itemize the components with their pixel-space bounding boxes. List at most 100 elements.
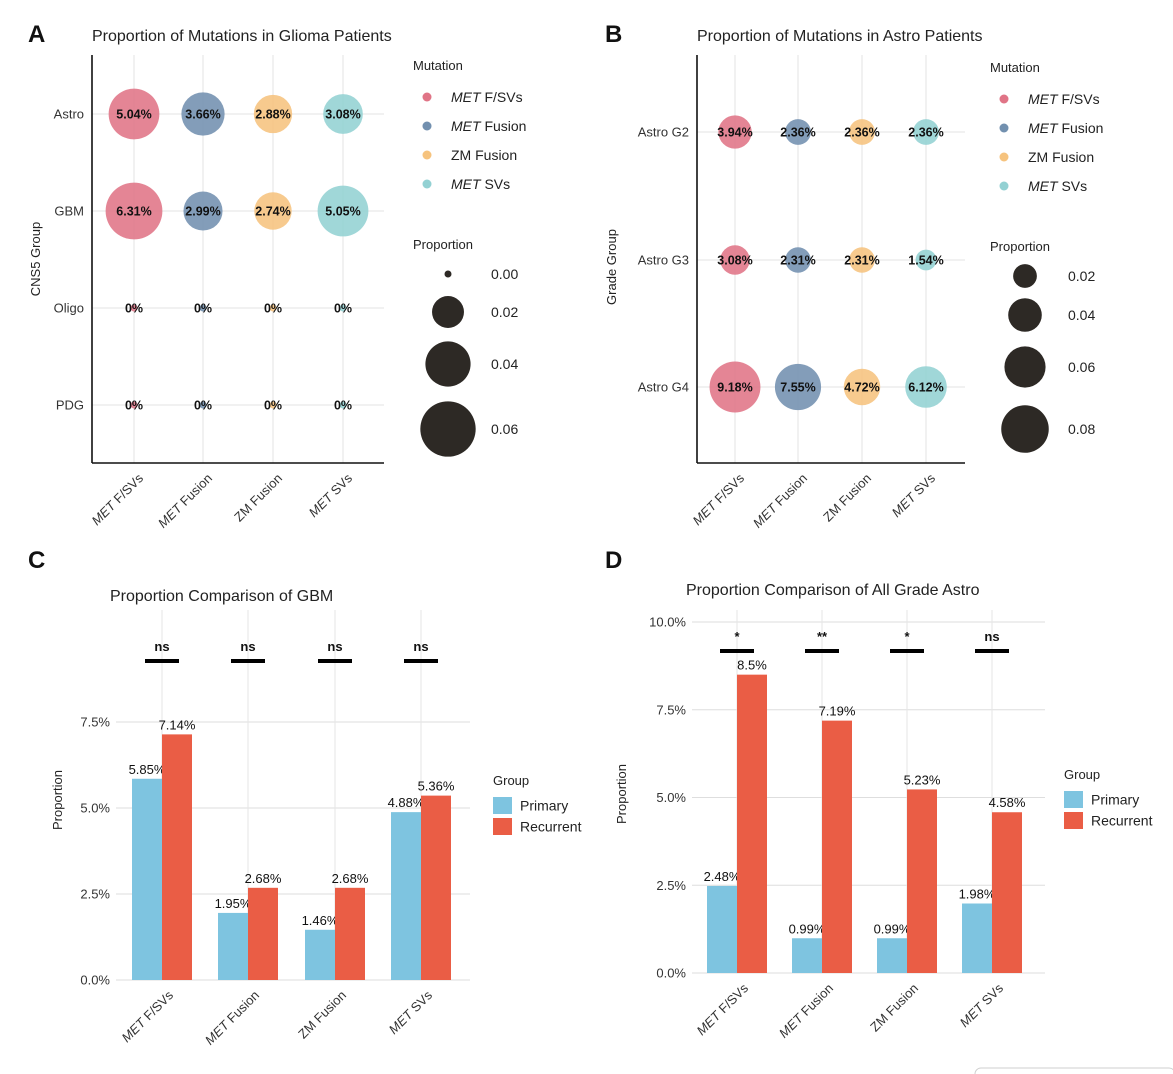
y-tick-label: Astro G4 xyxy=(638,380,689,395)
size-legend-circle xyxy=(1013,264,1037,288)
bar-recurrent xyxy=(162,734,192,980)
bar-value-label: 2.68% xyxy=(245,871,282,886)
group-legend-label: Recurrent xyxy=(1091,813,1153,829)
bar-value-label: 5.23% xyxy=(904,772,941,787)
chart-title: Proportion Comparison of All Grade Astro xyxy=(686,582,980,599)
significance-label: ** xyxy=(817,629,828,644)
proportion-legend-title: Proportion xyxy=(413,237,473,252)
bubble xyxy=(269,304,277,312)
bar-value-label: 1.95% xyxy=(215,896,252,911)
bar-recurrent xyxy=(421,795,451,980)
legend-swatch xyxy=(999,123,1009,133)
panel-a-bubble-chart: A Proportion of Mutations in Glioma Patie… xyxy=(28,21,526,531)
panel-b-bubble-chart: B Proportion of Mutations in Astro Patien… xyxy=(604,21,1103,531)
bubble xyxy=(269,401,277,409)
bubble-value-label: 2.31% xyxy=(780,254,815,268)
y-axis-label: CNS5 Group xyxy=(28,222,43,296)
legend-swatch xyxy=(493,797,512,814)
size-legend-circle xyxy=(425,341,471,387)
legend-swatch xyxy=(999,94,1009,104)
bubble-value-label: 2.99% xyxy=(185,205,220,219)
significance-label: ns xyxy=(154,639,169,654)
corner-box xyxy=(974,1067,1173,1074)
significance-label: ns xyxy=(984,629,999,644)
group-legend-title: Group xyxy=(493,773,529,788)
chart-title: Proportion Comparison of GBM xyxy=(110,588,333,605)
bar-value-label: 4.58% xyxy=(989,795,1026,810)
size-legend-circle xyxy=(420,401,476,457)
size-legend-label: 0.00 xyxy=(491,266,518,282)
bar-recurrent xyxy=(737,674,767,973)
chart-title: Proportion of Mutations in Glioma Patien… xyxy=(92,28,392,45)
chart-title: Proportion of Mutations in Astro Patient… xyxy=(697,28,982,45)
bubble-value-label: 5.04% xyxy=(116,108,151,122)
bubble xyxy=(849,119,875,145)
bubble xyxy=(105,182,163,240)
legend-swatch xyxy=(1064,791,1083,808)
bar-recurrent xyxy=(992,812,1022,973)
y-tick-label: 2.5% xyxy=(80,887,110,902)
bar-primary xyxy=(218,912,248,980)
y-tick-label: 0.0% xyxy=(80,973,110,988)
bubble xyxy=(339,304,347,312)
bar-value-label: 8.5% xyxy=(737,658,767,673)
y-tick-label: 2.5% xyxy=(656,878,686,893)
bubble xyxy=(843,368,881,406)
y-tick-label: 5.0% xyxy=(80,801,110,816)
bubble xyxy=(130,304,138,312)
size-legend-label: 0.06 xyxy=(491,421,518,437)
legend-swatch xyxy=(422,150,432,160)
bubble xyxy=(915,249,937,271)
bubble xyxy=(108,88,160,140)
mutation-legend-label: ZM Fusion xyxy=(451,147,517,163)
bar-value-label: 2.68% xyxy=(332,871,369,886)
y-tick-label: 0.0% xyxy=(656,966,686,981)
bar-value-label: 7.14% xyxy=(159,717,196,732)
group-legend-title: Group xyxy=(1064,767,1100,782)
mutation-legend-label: MET SVs xyxy=(1028,178,1087,194)
mutation-legend-title: Mutation xyxy=(990,60,1040,75)
mutation-legend-label: MET Fusion xyxy=(451,118,526,134)
significance-label: * xyxy=(904,629,910,644)
bar-primary xyxy=(132,778,162,980)
bar-value-label: 4.88% xyxy=(388,795,425,810)
legend-swatch xyxy=(493,818,512,835)
bubble-value-label: 2.88% xyxy=(255,108,290,122)
group-legend-label: Recurrent xyxy=(520,819,582,835)
size-legend-label: 0.04 xyxy=(491,356,518,372)
mutation-legend-title: Mutation xyxy=(413,58,463,73)
bubble-value-label: 5.05% xyxy=(325,205,360,219)
bubble-value-label: 0% xyxy=(125,399,143,413)
bubble-value-label: 4.72% xyxy=(844,381,879,395)
y-tick-label: 10.0% xyxy=(649,615,686,630)
bubble-value-label: 0% xyxy=(194,399,212,413)
bubble-value-label: 3.08% xyxy=(717,254,752,268)
bubble xyxy=(905,366,947,408)
size-legend-label: 0.06 xyxy=(1068,359,1095,375)
legend-swatch xyxy=(422,92,432,102)
size-legend-circle xyxy=(1001,405,1049,453)
bubble-value-label: 2.36% xyxy=(908,126,943,140)
bubble-value-label: 2.74% xyxy=(255,205,290,219)
bubble-value-label: 3.94% xyxy=(717,126,752,140)
size-legend-label: 0.02 xyxy=(491,304,518,320)
y-tick-label: 7.5% xyxy=(656,702,686,717)
bubble-value-label: 6.12% xyxy=(908,381,943,395)
bubble xyxy=(181,92,225,136)
bubble xyxy=(913,119,939,145)
bar-recurrent xyxy=(907,789,937,973)
bubble-value-label: 7.55% xyxy=(780,381,815,395)
significance-label: ns xyxy=(413,639,428,654)
bubble-value-label: 9.18% xyxy=(717,381,752,395)
bubble-value-label: 2.31% xyxy=(844,254,879,268)
size-legend-circle xyxy=(432,296,464,328)
y-tick-label: 7.5% xyxy=(80,715,110,730)
bubble xyxy=(849,247,875,273)
panel-letter: D xyxy=(605,547,622,574)
mutation-legend-label: MET F/SVs xyxy=(451,89,523,105)
proportion-legend-title: Proportion xyxy=(990,239,1050,254)
bar-primary xyxy=(792,938,822,973)
bubble-value-label: 0% xyxy=(194,302,212,316)
bar-value-label: 1.46% xyxy=(302,913,339,928)
